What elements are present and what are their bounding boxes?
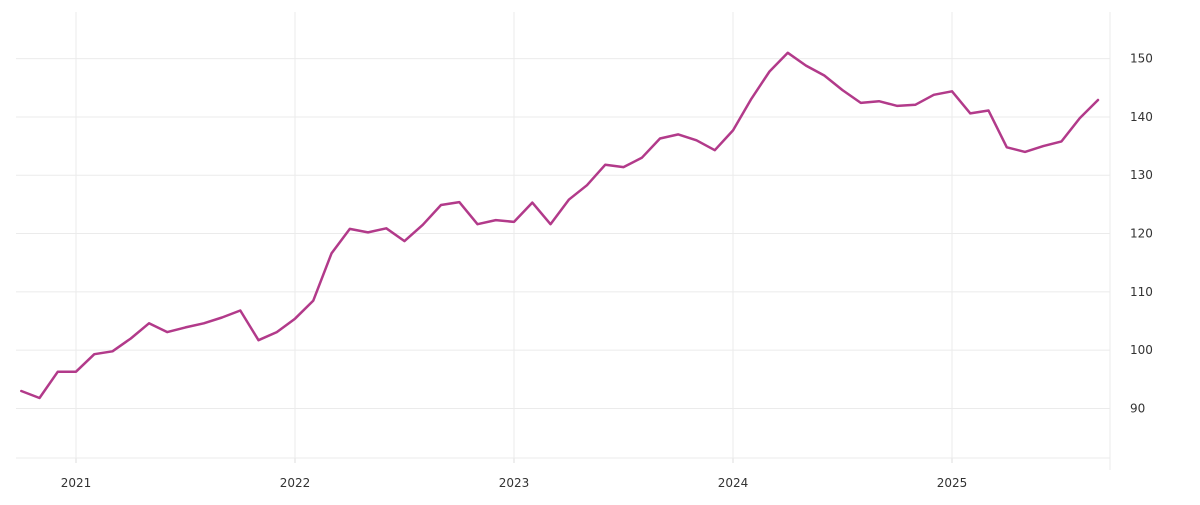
- x-tick-label: 2024: [718, 476, 749, 490]
- y-tick-label: 110: [1130, 285, 1153, 299]
- x-tick-label: 2022: [280, 476, 311, 490]
- series-line: [21, 53, 1098, 398]
- y-tick-label: 100: [1130, 343, 1153, 357]
- y-tick-label: 90: [1130, 401, 1145, 415]
- series-layer: [21, 53, 1098, 398]
- x-tick-label: 2023: [499, 476, 530, 490]
- x-tick-label: 2025: [937, 476, 968, 490]
- axes: [16, 12, 1110, 470]
- y-tick-label: 140: [1130, 110, 1153, 124]
- y-tick-label: 150: [1130, 52, 1153, 66]
- y-tick-label: 130: [1130, 168, 1153, 182]
- y-tick-label: 120: [1130, 227, 1153, 241]
- grid-lines: [16, 12, 1110, 458]
- x-tick-label: 2021: [61, 476, 92, 490]
